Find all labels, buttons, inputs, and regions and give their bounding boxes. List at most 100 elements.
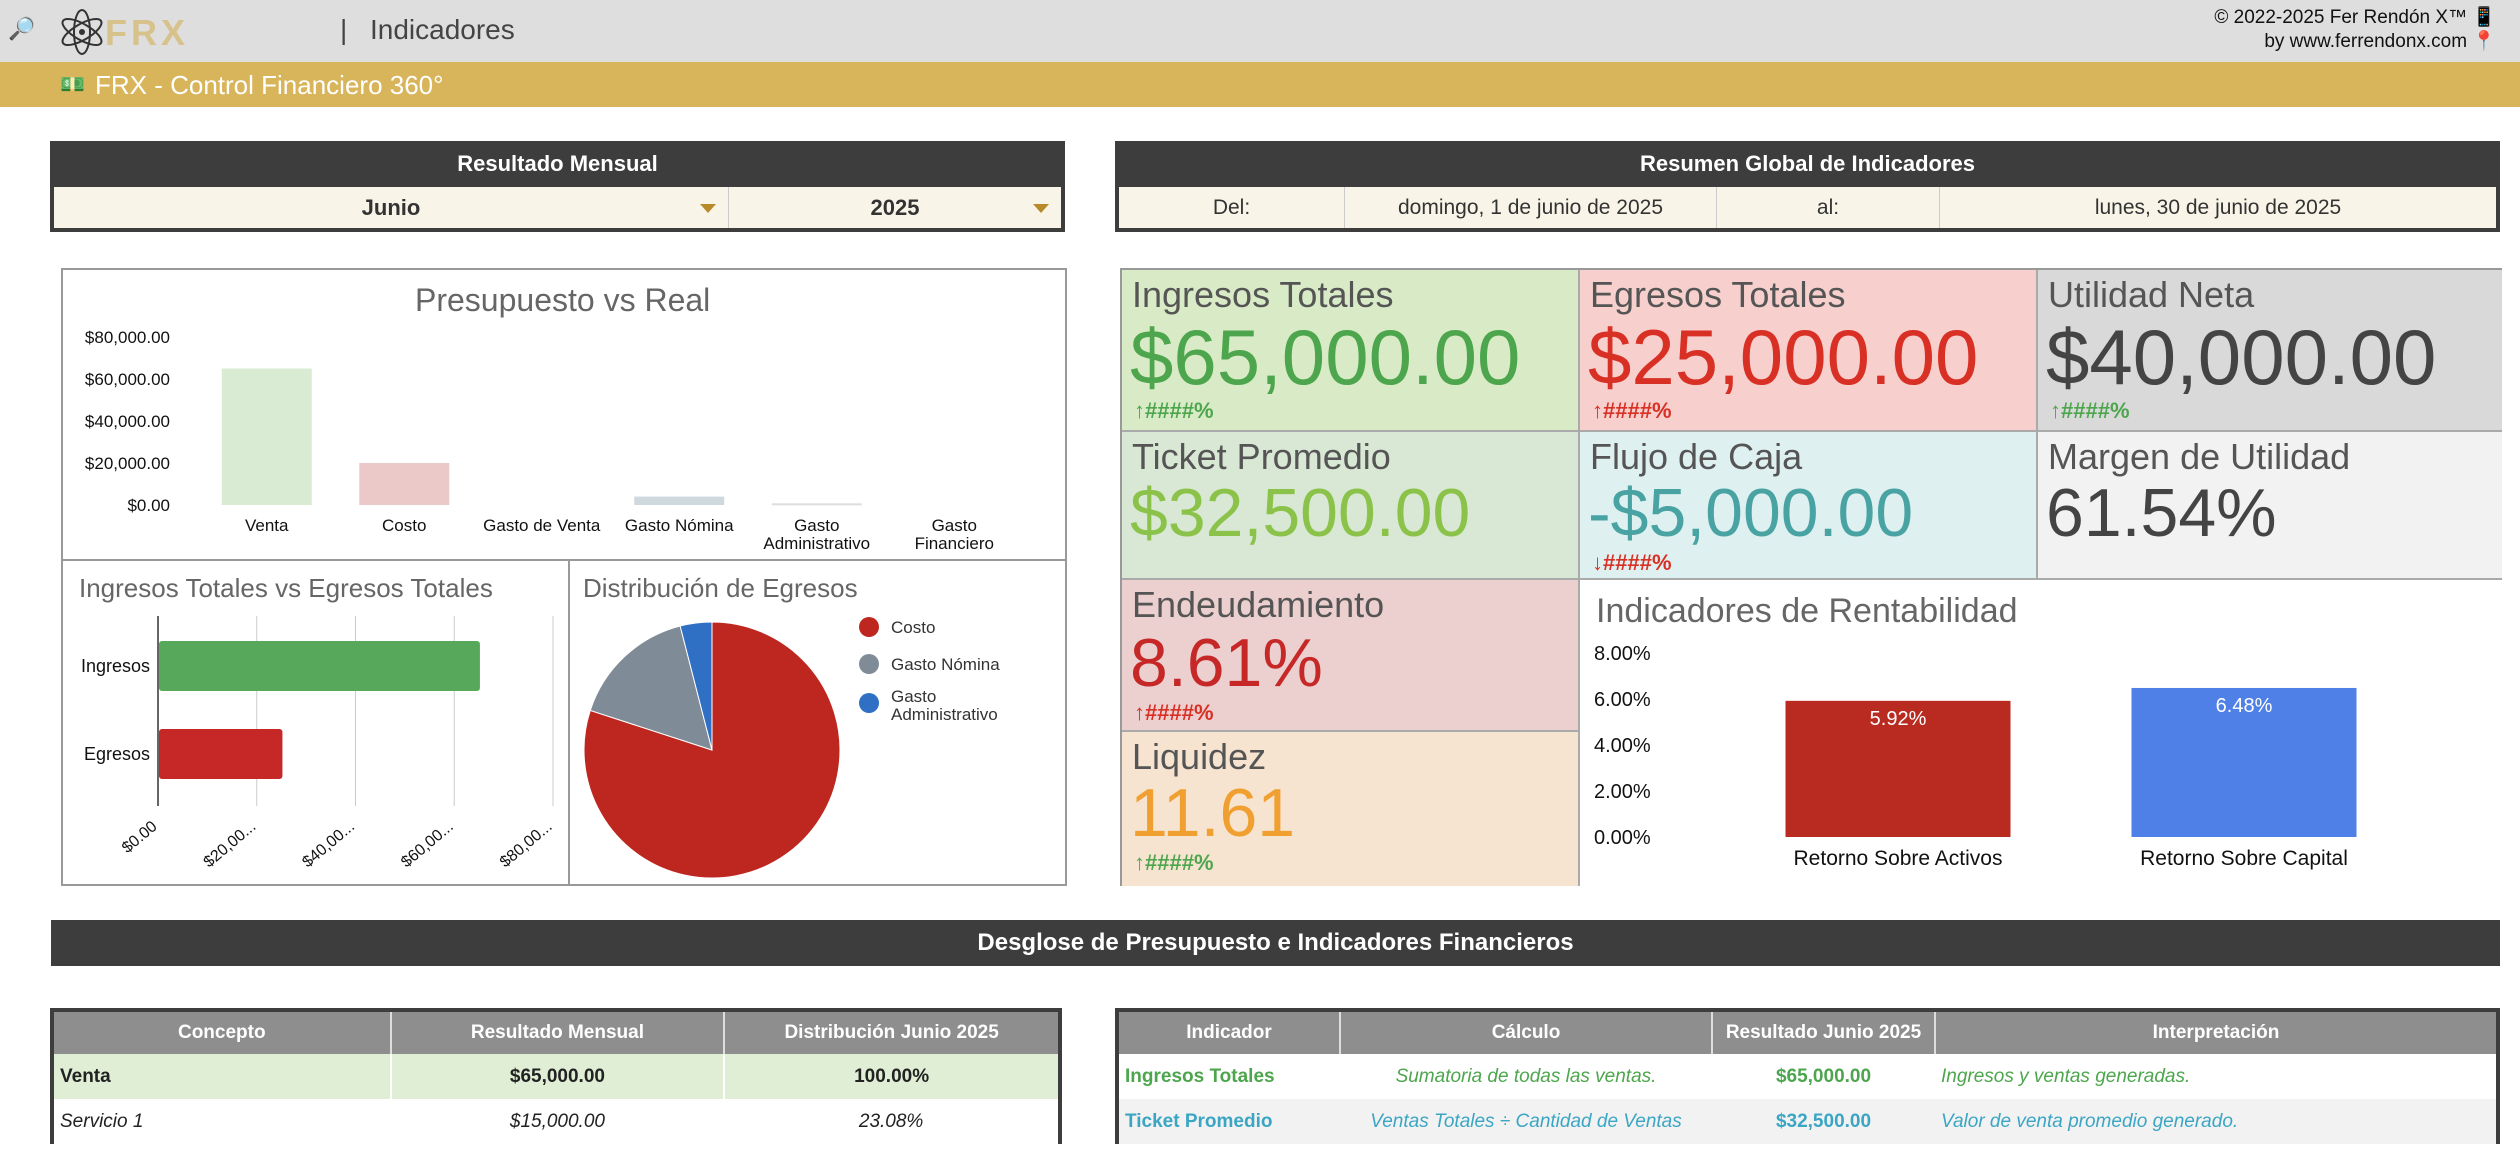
column-header: Resultado Mensual bbox=[390, 1010, 726, 1054]
legend-label: Costo bbox=[891, 618, 935, 637]
kpi-ingresos-totales: Ingresos Totales $65,000.00 ↑####% bbox=[1122, 270, 1580, 432]
monthly-result-title: Resultado Mensual bbox=[457, 151, 658, 176]
y-tick-label: $40,000.00 bbox=[85, 412, 170, 431]
arrow-up-icon: ↑ bbox=[1134, 850, 1145, 875]
table-cell: Venta bbox=[52, 1054, 392, 1099]
x-tick-label: $40,00... bbox=[299, 818, 358, 871]
copyright-notice: © 2022-2025 Fer Rendón X™ 📱 by www.ferre… bbox=[2214, 6, 2496, 54]
y-tick-label: 2.00% bbox=[1594, 781, 1651, 803]
budget-vs-real-title: Presupuesto vs Real bbox=[415, 282, 711, 318]
logo-text: FRX bbox=[105, 12, 189, 53]
y-tick-label: 4.00% bbox=[1594, 735, 1651, 757]
x-tick-label: Gasto bbox=[794, 516, 839, 535]
x-tick-label: $0.00 bbox=[119, 818, 161, 857]
bar bbox=[159, 729, 283, 779]
kpi-label: Liquidez bbox=[1132, 736, 1267, 777]
table-row: Ticket Promedio Ventas Totales ÷ Cantida… bbox=[1117, 1099, 2498, 1144]
search-icon[interactable]: 🔎 bbox=[8, 16, 36, 41]
app-subtitle-bar: 💵 FRX - Control Financiero 360° bbox=[0, 62, 2520, 107]
kpi-delta: ↑####% bbox=[1134, 398, 1214, 424]
kpi-margen-de-utilidad: Margen de Utilidad 61.54% bbox=[2038, 432, 2502, 580]
table-cell: Ventas Totales ÷ Cantidad de Ventas bbox=[1370, 1110, 1682, 1132]
kpi-delta-value: ####% bbox=[1603, 550, 1672, 575]
kpi-delta: ↑####% bbox=[2050, 398, 2130, 424]
data-label: 6.48% bbox=[2216, 695, 2273, 717]
website-link[interactable]: by www.ferrendonx.com 📍 bbox=[2264, 31, 2496, 52]
x-tick-label: Gasto Nómina bbox=[625, 516, 734, 535]
year-select[interactable]: 2025 bbox=[729, 187, 1061, 228]
chart-divider bbox=[63, 559, 1065, 561]
table-cell: 23.08% bbox=[858, 1110, 924, 1132]
breakdown-title: Desglose de Presupuesto e Indicadores Fi… bbox=[977, 929, 1574, 956]
from-label: Del: bbox=[1119, 187, 1345, 228]
y-tick-label: Egresos bbox=[84, 744, 150, 764]
profitability-title: Indicadores de Rentabilidad bbox=[1596, 592, 2018, 630]
y-tick-label: 6.00% bbox=[1594, 689, 1651, 711]
table-header-row: Concepto Resultado Mensual Distribución … bbox=[52, 1010, 1060, 1054]
app-subtitle: FRX - Control Financiero 360° bbox=[95, 70, 444, 100]
table-row: Venta $65,000.00 100.00% bbox=[52, 1054, 1060, 1099]
x-tick-label: $80,00... bbox=[497, 818, 556, 871]
legend-label: Administrativo bbox=[891, 705, 998, 724]
table-cell: Ticket Promedio bbox=[1125, 1110, 1273, 1132]
table-cell: $15,000.00 bbox=[509, 1110, 605, 1132]
kpi-delta: ↑####% bbox=[1134, 850, 1214, 876]
kpi-label: Egresos Totales bbox=[1590, 274, 1846, 315]
x-tick-label: Venta bbox=[245, 516, 289, 535]
legend-swatch bbox=[859, 617, 879, 637]
table-cell: $65,000.00 bbox=[1775, 1065, 1872, 1087]
table-cell: Ingresos y ventas generadas. bbox=[1941, 1065, 2191, 1087]
column-header: Indicador bbox=[1117, 1010, 1341, 1054]
chevron-down-icon[interactable] bbox=[1033, 203, 1049, 213]
kpi-utilidad-neta: Utilidad Neta $40,000.00 ↑####% bbox=[2038, 270, 2502, 432]
page-title: Indicadores bbox=[370, 14, 515, 45]
legend-swatch bbox=[859, 693, 879, 713]
x-tick-label: Retorno Sobre Activos bbox=[1794, 847, 2003, 870]
profitability-chart: 8.00% 6.00% 4.00% 2.00% 0.00% 5.92% Retorno So… bbox=[1594, 643, 2357, 870]
from-date-text: domingo, 1 de junio de 2025 bbox=[1397, 195, 1664, 219]
copyright-line: © 2022-2025 Fer Rendón X™ 📱 bbox=[2214, 7, 2496, 28]
kpi-label: Utilidad Neta bbox=[2048, 274, 2255, 315]
from-label-text: Del: bbox=[1212, 195, 1251, 219]
bar bbox=[2131, 687, 2357, 837]
charts-panel: Presupuesto vs Real $80,000.00 $60,000.00… bbox=[61, 268, 1067, 886]
kpi-delta-value: ####% bbox=[1145, 398, 1214, 423]
y-tick-label: Ingresos bbox=[81, 656, 150, 676]
pie-slice bbox=[679, 621, 713, 751]
y-tick-label: $0.00 bbox=[127, 496, 170, 515]
table-cell: $32,500.00 bbox=[1775, 1110, 1872, 1132]
budget-table: Concepto Resultado Mensual Distribución … bbox=[50, 1008, 1062, 1144]
x-tick-label: $20,00... bbox=[201, 818, 260, 871]
income-vs-expense-title: Ingresos Totales vs Egresos Totales bbox=[79, 573, 493, 603]
chart-divider bbox=[568, 560, 570, 886]
expense-distribution-title: Distribución de Egresos bbox=[583, 573, 858, 603]
date-range-row: Del: domingo, 1 de junio de 2025 al: lun… bbox=[1115, 187, 2500, 232]
x-tick-label: $60,00... bbox=[398, 818, 457, 871]
legend-swatch bbox=[859, 654, 879, 674]
y-tick-label: 8.00% bbox=[1594, 643, 1651, 665]
table-row: Ingresos Totales Sumatoria de todas las … bbox=[1117, 1054, 2498, 1099]
y-tick-label: 0.00% bbox=[1594, 827, 1651, 849]
kpi-endeudamiento: Endeudamiento 8.61% ↑####% bbox=[1122, 580, 1580, 732]
kpi-delta-value: ####% bbox=[1145, 700, 1214, 725]
kpi-label: Endeudamiento bbox=[1132, 584, 1385, 625]
table-header-row: Indicador Cálculo Resultado Junio 2025 I… bbox=[1117, 1010, 2498, 1054]
bar bbox=[221, 368, 312, 505]
arrow-down-icon: ↓ bbox=[1592, 550, 1603, 575]
x-tick-label: Financiero bbox=[915, 534, 994, 553]
arrow-up-icon: ↑ bbox=[1134, 700, 1145, 725]
kpi-delta-value: ####% bbox=[2061, 398, 2130, 423]
kpi-delta: ↑####% bbox=[1592, 398, 1672, 424]
to-label-text: al: bbox=[1816, 195, 1840, 219]
chevron-down-icon[interactable] bbox=[700, 203, 716, 213]
month-select[interactable]: Junio bbox=[54, 187, 729, 228]
to-date-text: lunes, 30 de junio de 2025 bbox=[2094, 195, 2342, 219]
y-tick-label: $20,000.00 bbox=[85, 454, 170, 473]
arrow-up-icon: ↑ bbox=[1134, 398, 1145, 423]
arrow-up-icon: ↑ bbox=[1592, 398, 1603, 423]
table-cell: Sumatoria de todas las ventas. bbox=[1395, 1065, 1657, 1087]
month-value: Junio bbox=[361, 194, 421, 220]
x-tick-label: Costo bbox=[382, 516, 426, 535]
money-icon: 💵 bbox=[60, 74, 85, 96]
